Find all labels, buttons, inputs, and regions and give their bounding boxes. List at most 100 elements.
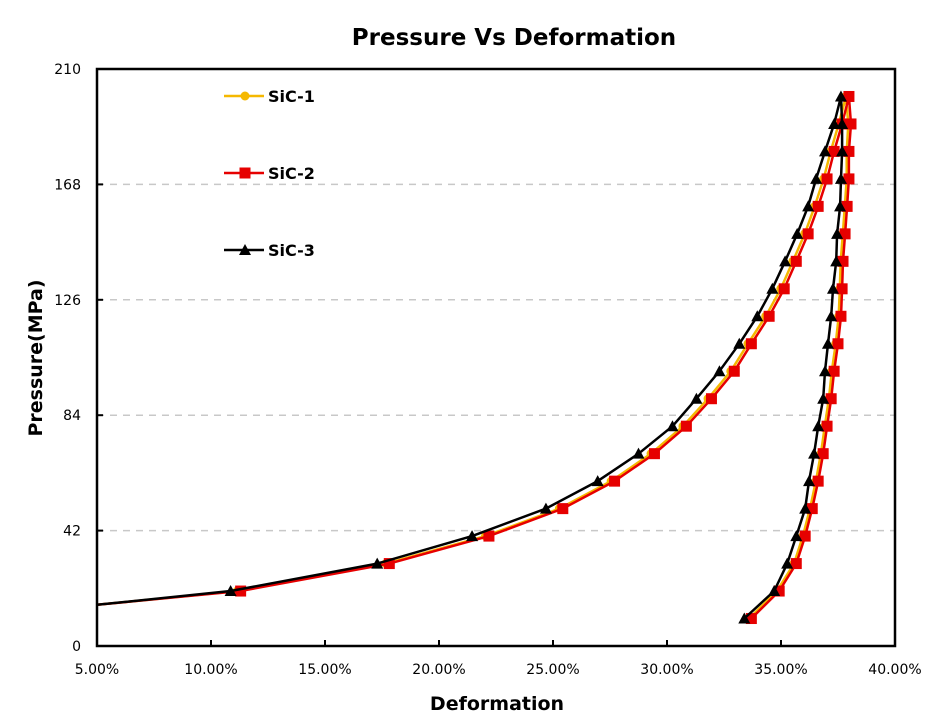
axis-ticks: 0 42 84 126 168 210 5.00% 10.00% 15.00% 20.00% 25.… xyxy=(54,62,921,678)
data-point xyxy=(828,117,841,129)
data-point xyxy=(817,392,830,404)
y-tick-label: 42 xyxy=(63,524,81,540)
x-tick-label: 5.00% xyxy=(75,662,119,678)
data-point xyxy=(791,227,804,239)
data-point xyxy=(781,557,794,569)
data-point xyxy=(224,585,237,597)
data-point xyxy=(728,365,740,377)
data-point xyxy=(790,530,803,542)
data-point xyxy=(557,503,569,515)
series-layer xyxy=(97,90,857,625)
data-point xyxy=(383,558,395,570)
data-point xyxy=(843,145,855,157)
x-tick-label: 10.00% xyxy=(184,662,237,678)
data-point xyxy=(632,447,645,459)
legend: SiC-1 SiC-2 SiC-3 xyxy=(224,87,315,260)
data-point xyxy=(821,337,834,349)
legend-label: SiC-2 xyxy=(268,164,315,183)
series-sic-1 xyxy=(97,91,853,624)
data-point xyxy=(745,613,757,625)
data-point xyxy=(466,530,479,542)
data-point xyxy=(841,200,853,212)
data-point xyxy=(690,392,703,404)
data-point xyxy=(825,310,838,322)
data-point xyxy=(768,585,781,597)
data-point xyxy=(591,475,604,487)
data-point xyxy=(834,90,847,102)
data-point xyxy=(779,255,792,267)
data-point xyxy=(834,172,847,184)
data-point xyxy=(825,393,837,405)
data-point xyxy=(832,338,844,350)
data-point xyxy=(819,365,832,377)
plot-frame xyxy=(95,67,897,648)
x-tick-label: 40.00% xyxy=(868,662,921,678)
data-point xyxy=(839,228,851,240)
data-point xyxy=(821,173,833,185)
data-point xyxy=(666,420,679,432)
data-point xyxy=(738,612,751,624)
data-point xyxy=(808,447,821,459)
data-point xyxy=(799,502,812,514)
data-point xyxy=(483,530,495,542)
data-point xyxy=(790,255,802,267)
data-point xyxy=(826,282,839,294)
legend-label: SiC-3 xyxy=(268,241,315,260)
data-point xyxy=(830,255,843,267)
chart-title: Pressure Vs Deformation xyxy=(352,25,676,51)
data-point xyxy=(778,283,790,295)
data-point xyxy=(773,585,785,597)
x-tick-label: 20.00% xyxy=(412,662,465,678)
data-point xyxy=(828,365,840,377)
data-point xyxy=(828,145,840,157)
data-point xyxy=(766,282,779,294)
data-point xyxy=(763,310,775,322)
data-point xyxy=(802,200,815,212)
legend-marker-triangle xyxy=(239,244,251,255)
x-tick-label: 30.00% xyxy=(640,662,693,678)
data-point xyxy=(751,310,764,322)
data-point xyxy=(539,502,552,514)
data-point xyxy=(812,475,824,487)
x-axis-label: Deformation xyxy=(430,693,564,715)
series-sic-2 xyxy=(97,90,857,625)
data-point xyxy=(609,475,621,487)
data-point xyxy=(733,337,746,349)
data-point xyxy=(819,145,832,157)
legend-marker-square xyxy=(239,167,251,179)
y-tick-label: 210 xyxy=(54,62,81,78)
data-point xyxy=(843,90,855,102)
data-point xyxy=(836,117,849,129)
data-point xyxy=(835,310,847,322)
data-point xyxy=(812,420,825,432)
series-sic-3 xyxy=(97,90,849,624)
y-tick-label: 168 xyxy=(54,177,81,193)
data-point xyxy=(713,365,726,377)
data-point xyxy=(806,503,818,515)
data-point xyxy=(799,530,811,542)
data-point xyxy=(810,172,823,184)
x-tick-label: 15.00% xyxy=(298,662,351,678)
data-point xyxy=(836,283,848,295)
data-point xyxy=(648,448,660,460)
data-point xyxy=(705,393,717,405)
data-point xyxy=(845,118,857,130)
data-point xyxy=(802,228,814,240)
data-point xyxy=(745,338,757,350)
data-point xyxy=(371,557,384,569)
data-point xyxy=(812,200,824,212)
data-point xyxy=(790,558,802,570)
y-tick-label: 126 xyxy=(54,293,81,309)
data-point xyxy=(836,145,849,157)
y-tick-label: 0 xyxy=(72,639,81,655)
x-tick-label: 35.00% xyxy=(754,662,807,678)
data-point xyxy=(843,173,855,185)
data-point xyxy=(837,255,849,267)
data-point xyxy=(235,585,247,597)
x-tick-label: 25.00% xyxy=(526,662,579,678)
data-point xyxy=(834,200,847,212)
y-tick-label: 84 xyxy=(63,408,81,424)
gridlines xyxy=(97,183,895,532)
data-point xyxy=(831,227,844,239)
